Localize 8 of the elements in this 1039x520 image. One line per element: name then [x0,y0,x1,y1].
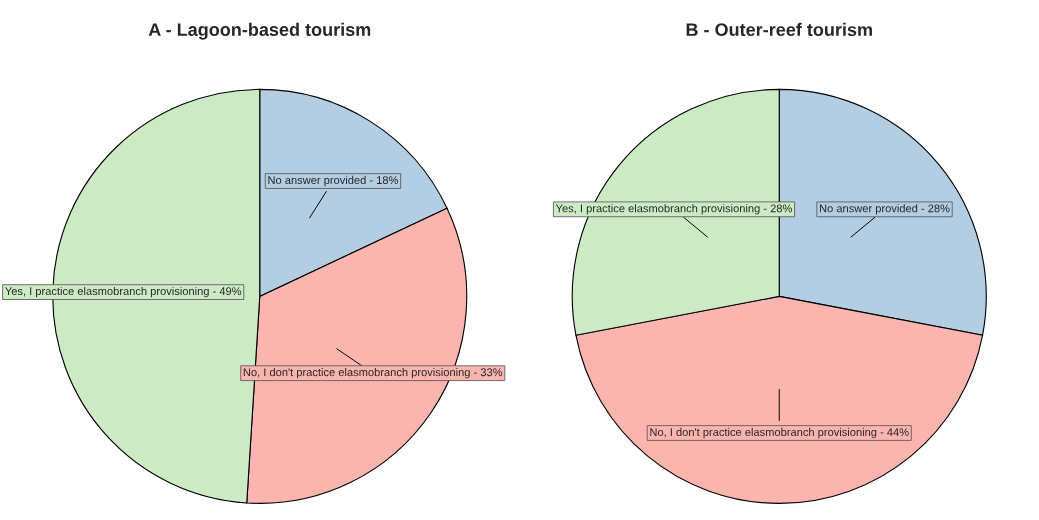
slice-label: No answer provided - 18% [268,175,399,187]
slice-label: Yes, I practice elasmobranch provisioning - 49% [5,286,242,298]
slice-label: Yes, I practice elasmobranch provisioning - 28% [555,204,792,215]
chart-title: B - Outer-reef tourism [686,22,872,37]
chart-title: A - Lagoon-based tourism [148,22,371,40]
slice-label: No answer provided - 28% [819,204,950,215]
slice-label: No, I don't practice elasmobranch provisioning - 33% [243,368,503,379]
slice-label: No, I don't practice elasmobranch provisioning - 44% [650,427,909,439]
